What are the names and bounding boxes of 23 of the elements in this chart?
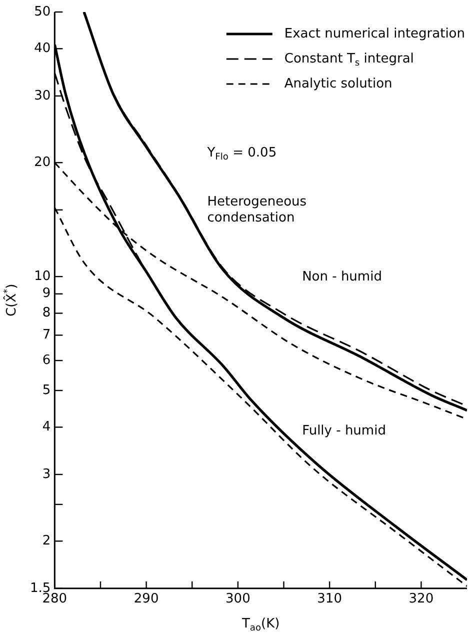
x-tick-label: 320 bbox=[408, 592, 434, 607]
y-tick-label: 40 bbox=[34, 41, 51, 56]
y-tick-label: 7 bbox=[42, 328, 51, 343]
x-tick-label: 300 bbox=[226, 592, 250, 607]
y-tick-label: 4 bbox=[42, 420, 51, 435]
y-tick-label: 6 bbox=[42, 352, 51, 368]
y-tick-label: 50 bbox=[34, 4, 51, 20]
y-tick-label: 8 bbox=[42, 306, 51, 321]
y-tick-label: 2 bbox=[42, 533, 51, 548]
y-tick-label: 3 bbox=[42, 466, 51, 482]
annotation: Heterogeneous condensation bbox=[207, 194, 307, 226]
y-tick-label: 9 bbox=[42, 286, 51, 302]
annotation: Fully - humid bbox=[302, 423, 386, 438]
y-tick-label: 20 bbox=[34, 154, 51, 170]
x-tick-label: 290 bbox=[134, 592, 159, 607]
annotation: Non - humid bbox=[302, 270, 382, 285]
legend-label: Exact numerical integration bbox=[284, 26, 466, 42]
y-tick-label: 5 bbox=[42, 382, 51, 398]
x-tick-label: 310 bbox=[317, 592, 342, 607]
legend-label: Analytic solution bbox=[284, 76, 392, 92]
y-tick-label: 30 bbox=[34, 88, 51, 104]
y-tick-label: 10 bbox=[34, 268, 51, 284]
y-axis-title: C(X̂*) bbox=[2, 284, 20, 317]
